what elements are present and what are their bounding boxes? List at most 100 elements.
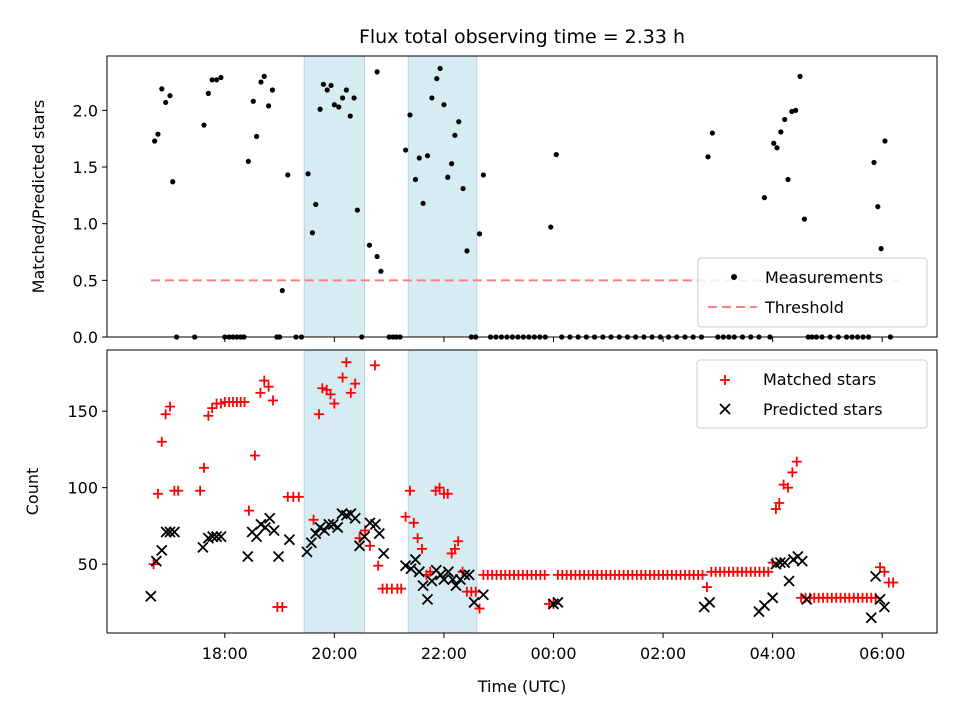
predicted-star-point <box>150 555 162 567</box>
y-tick-label: 2.0 <box>73 101 98 120</box>
measurement-point <box>452 132 458 138</box>
predicted-star-point <box>268 524 280 537</box>
y-tick-label: 1.5 <box>73 158 98 177</box>
measurement-point <box>464 248 470 254</box>
measurement-point <box>797 73 803 79</box>
measurement-point <box>782 116 788 123</box>
x-stroke <box>164 526 176 538</box>
matched-star-point <box>373 560 384 571</box>
predicted-star-point <box>417 579 429 592</box>
shaded-interval <box>407 55 478 338</box>
predicted-star-point <box>552 596 564 609</box>
x-stroke <box>774 556 786 569</box>
bottom-shaded-intervals <box>303 349 478 634</box>
x-stroke <box>779 556 791 569</box>
predicted-star-point <box>399 560 412 572</box>
measurement-point <box>793 107 799 113</box>
x-stroke <box>435 569 447 581</box>
predicted-star-point <box>272 550 285 563</box>
predicted-star-point <box>878 601 891 613</box>
x-stroke <box>373 527 385 540</box>
measurement-point <box>416 155 422 161</box>
bottom-legend-box <box>696 359 928 429</box>
measurement-point <box>170 179 176 185</box>
matched-star-point <box>470 586 481 597</box>
shaded-interval <box>407 349 478 634</box>
matched-star-point <box>277 601 288 612</box>
x-stroke <box>399 560 412 572</box>
matched-star-point <box>369 360 380 371</box>
matched-star-point <box>255 387 266 398</box>
predicted-star-point <box>210 530 223 543</box>
measurement-point <box>343 87 350 93</box>
matched-star-point <box>152 488 163 499</box>
measurement-point <box>434 76 440 82</box>
top-axis-ticks: 0.0 0.5 1.0 1.5 2.0 <box>73 101 883 347</box>
measurement-point <box>209 77 215 83</box>
measurement-point <box>548 224 554 230</box>
shaded-interval <box>303 349 365 634</box>
x-stroke <box>463 569 475 581</box>
measurement-point <box>305 171 311 177</box>
legend-predicted-marker <box>719 403 731 415</box>
matched-star-point <box>408 517 419 528</box>
predicted-star-point <box>283 534 296 546</box>
measurement-point <box>705 154 711 160</box>
predicted-star-point <box>207 530 219 543</box>
x-tick-label: 20:00 <box>311 644 357 663</box>
predicted-star-point <box>874 593 886 605</box>
predicted-star-point <box>349 512 361 524</box>
top-y-axis-label: Matched/Predicted stars <box>29 100 48 294</box>
measurement-point <box>402 147 409 153</box>
measurement-point <box>266 103 272 109</box>
measurement-point <box>420 200 426 206</box>
matched-star-point <box>165 401 176 412</box>
x-stroke <box>301 546 313 558</box>
predicted-star-point <box>373 527 385 540</box>
legend-matched-label: Matched stars <box>763 370 876 389</box>
x-stroke <box>250 530 263 543</box>
measurement-point <box>213 77 220 83</box>
x-stroke <box>353 540 366 552</box>
matched-star-point <box>539 569 550 580</box>
matched-star-point <box>400 511 411 522</box>
matched-star-points <box>148 357 899 614</box>
matched-star-point <box>268 395 278 406</box>
top-legend: Measurements Threshold <box>697 257 928 328</box>
x-stroke <box>318 524 331 537</box>
matched-star-point <box>207 403 218 414</box>
x-tick-label: 00:00 <box>530 644 576 663</box>
x-stroke <box>156 544 168 557</box>
predicted-star-point <box>783 575 795 587</box>
predicted-star-point <box>409 553 422 566</box>
measurement-point <box>152 138 158 144</box>
x-stroke <box>878 601 891 613</box>
matched-star-point <box>875 562 886 573</box>
x-stroke <box>442 566 454 578</box>
matched-star-point <box>317 383 328 394</box>
measurement-point <box>882 138 888 144</box>
predicted-star-point <box>442 566 454 578</box>
predicted-star-point <box>463 569 475 581</box>
x-stroke <box>332 521 344 534</box>
x-stroke <box>255 518 267 531</box>
measurement-point <box>269 87 276 93</box>
measurement-point <box>245 158 251 164</box>
measurement-point <box>456 119 462 125</box>
predicted-star-point <box>250 530 263 543</box>
predicted-star-point <box>438 573 450 586</box>
x-stroke <box>870 570 882 583</box>
predicted-star-point <box>358 530 371 543</box>
x-stroke <box>349 512 361 524</box>
predicted-star-point <box>450 579 462 592</box>
x-tick-label: 02:00 <box>640 644 686 663</box>
measurement-point <box>313 201 319 208</box>
x-stroke <box>272 550 285 563</box>
measurement-point <box>163 99 169 106</box>
matched-star-point <box>767 557 778 568</box>
x-stroke <box>150 555 162 567</box>
x-stroke <box>552 596 564 609</box>
measurement-point <box>785 176 791 183</box>
measurement-point <box>480 172 486 178</box>
measurement-point <box>875 204 881 210</box>
